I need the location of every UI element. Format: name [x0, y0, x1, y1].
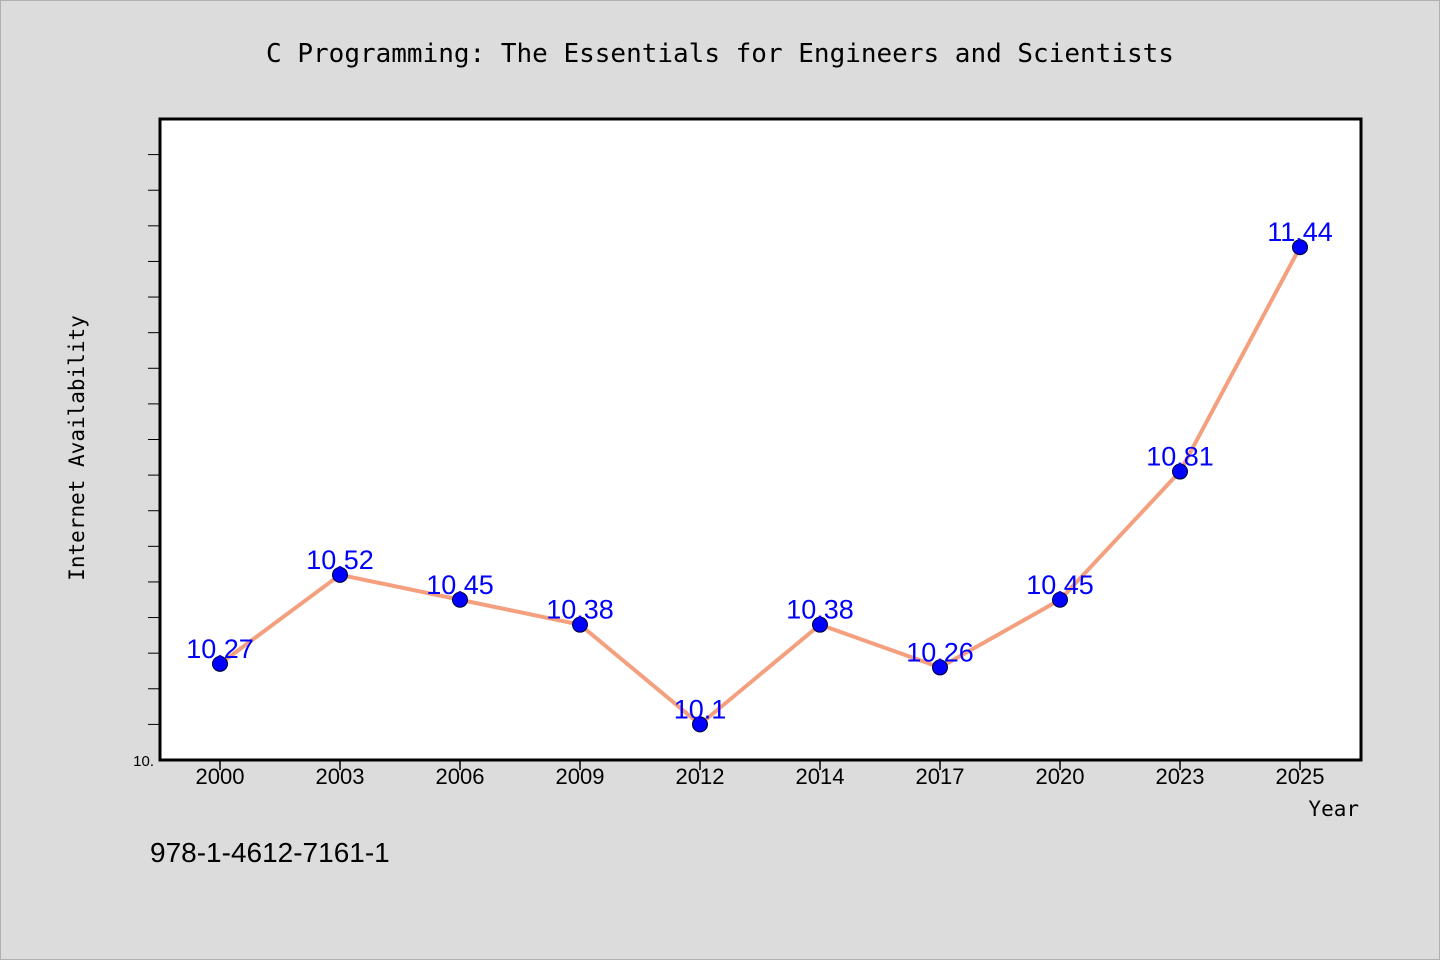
- data-label: 11.44: [1267, 217, 1333, 247]
- y-axis-title: Internet Availability: [65, 315, 89, 581]
- x-tick-label: 2000: [196, 764, 245, 789]
- series-line: 10.27 10.52 10.45 10.38 10.1 10.38 10.26 10.45 1…: [186, 217, 1333, 733]
- data-label: 10.1: [674, 694, 727, 724]
- chart-title: C Programming: The Essentials for Engine…: [266, 39, 1174, 69]
- x-tick-label: 2025: [1276, 764, 1325, 789]
- data-label: 10.38: [546, 595, 614, 625]
- data-point: [812, 616, 828, 633]
- data-point: [1292, 239, 1308, 256]
- data-point: [692, 716, 708, 733]
- data-label: 10.38: [786, 595, 854, 625]
- data-point: [1172, 463, 1188, 480]
- data-point: [332, 566, 348, 583]
- x-tick-label: 2009: [556, 764, 605, 789]
- data-label: 10.52: [306, 545, 374, 575]
- data-point: [932, 659, 948, 676]
- x-tick-label: 2020: [1036, 764, 1085, 789]
- x-tick-label: 2017: [916, 764, 965, 789]
- x-tick-label: 2023: [1156, 764, 1205, 789]
- x-tick-label: 2012: [676, 764, 725, 789]
- data-label: 10.26: [906, 637, 974, 667]
- series-path: [218, 246, 1302, 727]
- data-point: [212, 655, 228, 672]
- data-point: [1052, 591, 1068, 608]
- y-axis-ticks: [148, 154, 160, 725]
- data-label: 10.45: [1026, 570, 1094, 600]
- x-axis-title: Year: [1308, 797, 1359, 821]
- x-tick-label: 2003: [316, 764, 365, 789]
- x-axis-ticks: 2000 2003 2006 2009 2012 2014 2017 2020 2023 2025: [196, 760, 1325, 789]
- isbn-label: 978-1-4612-7161-1: [150, 837, 390, 868]
- x-tick-label: 2014: [796, 764, 845, 789]
- plot-area: [158, 117, 1363, 762]
- y-axis-min-label: 10.: [133, 753, 154, 770]
- data-label: 10.45: [426, 570, 494, 600]
- data-point: [572, 616, 588, 633]
- data-label: 10.81: [1146, 442, 1214, 472]
- data-point: [452, 591, 468, 608]
- data-label: 10.27: [186, 634, 254, 664]
- x-tick-label: 2006: [436, 764, 485, 789]
